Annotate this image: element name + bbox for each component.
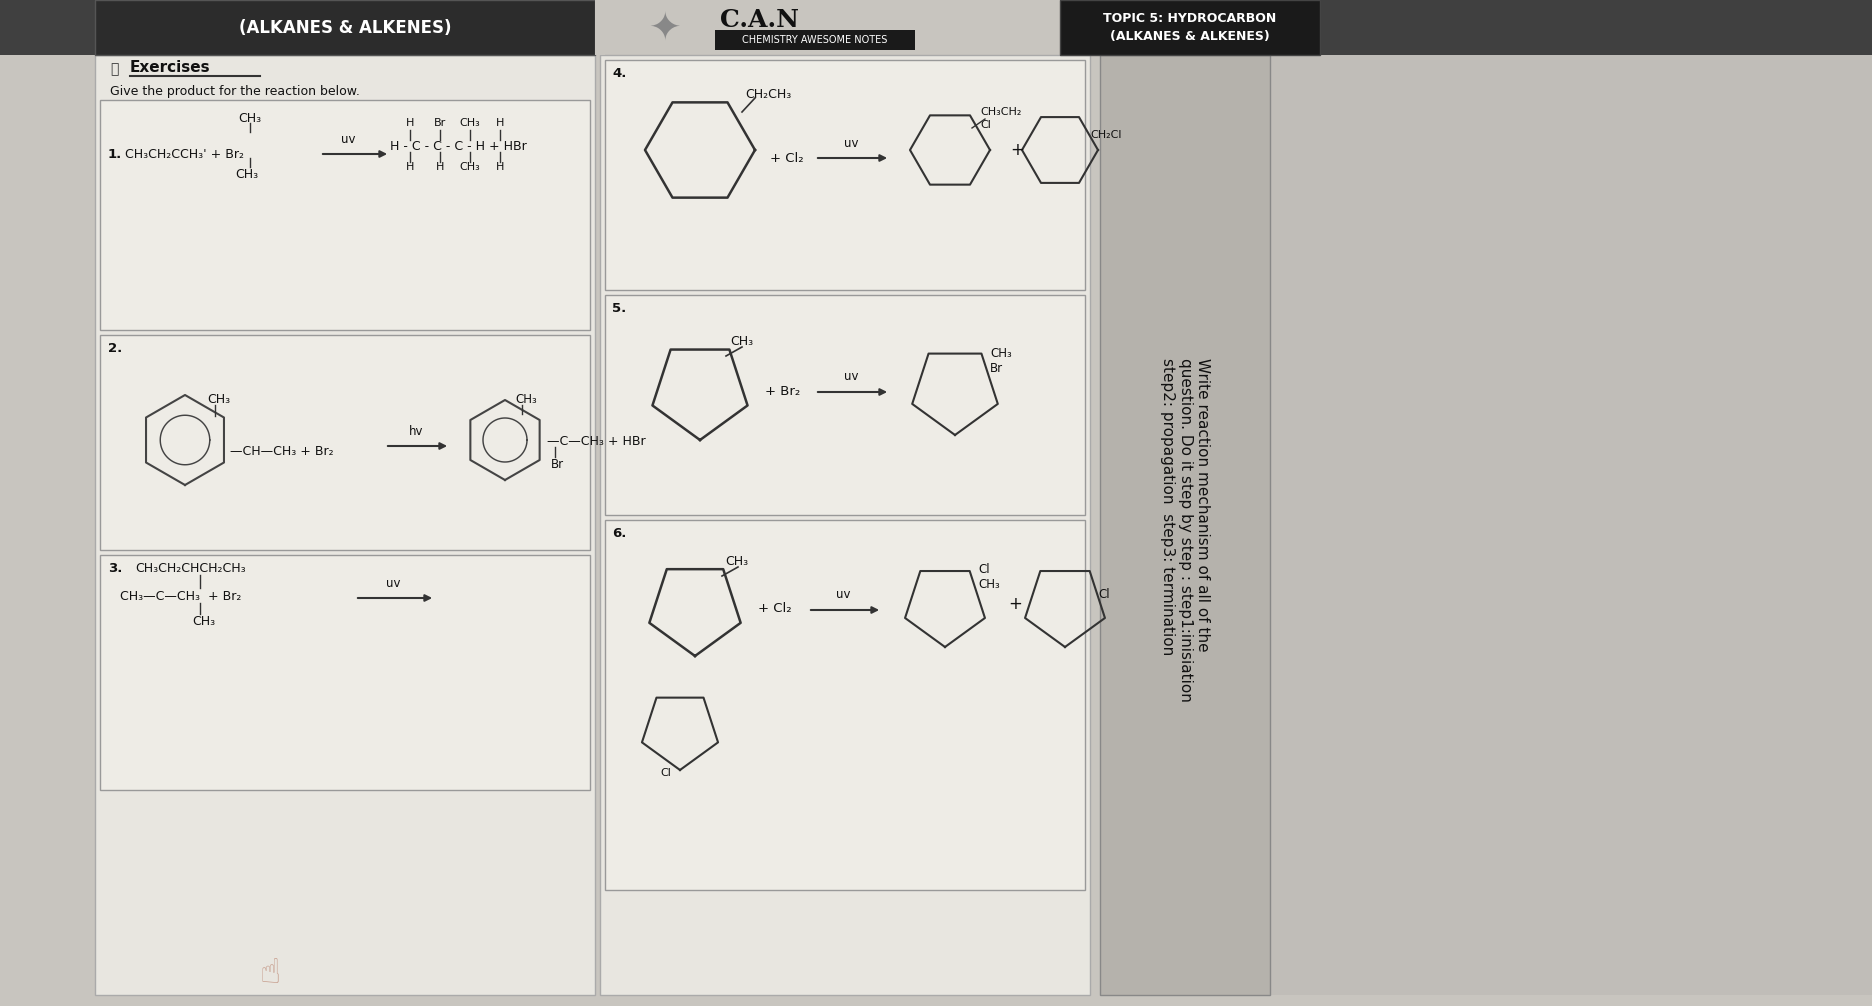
Text: uv: uv bbox=[844, 370, 857, 383]
Bar bbox=[99, 335, 590, 550]
Text: 3.: 3. bbox=[109, 562, 122, 575]
Text: H: H bbox=[496, 118, 504, 128]
Bar bbox=[1269, 55, 1872, 995]
Text: +: + bbox=[1007, 595, 1022, 613]
Text: Give the product for the reaction below.: Give the product for the reaction below. bbox=[110, 85, 359, 98]
Text: + Cl₂: + Cl₂ bbox=[769, 152, 803, 165]
Text: CH₃—C—CH₃  + Br₂: CH₃—C—CH₃ + Br₂ bbox=[120, 590, 241, 603]
Text: Br: Br bbox=[990, 362, 1003, 375]
Text: uv: uv bbox=[386, 577, 401, 590]
Bar bbox=[99, 555, 590, 790]
Text: Write reaction mechanism of all of the
question. Do it step by step : step1:inis: Write reaction mechanism of all of the q… bbox=[1161, 358, 1209, 702]
Text: H: H bbox=[406, 118, 414, 128]
Text: CH₃: CH₃ bbox=[208, 393, 230, 406]
Text: H: H bbox=[406, 162, 414, 172]
Text: uv: uv bbox=[341, 133, 356, 146]
Text: CH₃: CH₃ bbox=[724, 555, 749, 568]
Text: TOPIC 5: HYDROCARBON: TOPIC 5: HYDROCARBON bbox=[1103, 12, 1277, 25]
Bar bbox=[605, 295, 1086, 515]
Text: CH₃: CH₃ bbox=[238, 112, 262, 125]
Bar bbox=[1320, 0, 1872, 55]
Text: CH₃: CH₃ bbox=[193, 615, 215, 628]
Text: CH₂Cl: CH₂Cl bbox=[1090, 130, 1121, 140]
Bar bbox=[95, 55, 595, 995]
Text: CH₃: CH₃ bbox=[515, 393, 537, 406]
Text: H: H bbox=[496, 162, 504, 172]
Bar bbox=[605, 0, 1056, 55]
Text: (ALKANES & ALKENES): (ALKANES & ALKENES) bbox=[1110, 30, 1269, 43]
Text: Br: Br bbox=[434, 118, 446, 128]
Text: C.A.N: C.A.N bbox=[721, 8, 799, 32]
Bar bbox=[0, 0, 95, 55]
Text: Cl: Cl bbox=[981, 120, 990, 130]
Text: 5.: 5. bbox=[612, 302, 627, 315]
Text: —CH—CH₃ + Br₂: —CH—CH₃ + Br₂ bbox=[230, 445, 333, 458]
Text: (ALKANES & ALKENES): (ALKANES & ALKENES) bbox=[240, 19, 451, 37]
Text: 1.: 1. bbox=[109, 148, 122, 161]
Bar bbox=[595, 0, 605, 55]
Text: CH₃CH₂CCH₃' + Br₂: CH₃CH₂CCH₃' + Br₂ bbox=[125, 148, 243, 161]
Text: + Br₂: + Br₂ bbox=[766, 385, 799, 398]
Text: 4.: 4. bbox=[612, 67, 627, 80]
Text: CH₃: CH₃ bbox=[990, 347, 1011, 360]
Text: CHEMISTRY AWESOME NOTES: CHEMISTRY AWESOME NOTES bbox=[743, 35, 887, 45]
Text: —C—CH₃ + HBr: —C—CH₃ + HBr bbox=[547, 435, 646, 448]
Text: uv: uv bbox=[844, 137, 857, 150]
Text: CH₃: CH₃ bbox=[730, 335, 753, 348]
Text: CH₃: CH₃ bbox=[461, 118, 481, 128]
Bar bbox=[1060, 0, 1320, 55]
Bar bbox=[99, 100, 590, 330]
Text: 2.: 2. bbox=[109, 342, 122, 355]
Text: H: H bbox=[436, 162, 444, 172]
Text: CH₃: CH₃ bbox=[461, 162, 481, 172]
Bar bbox=[1101, 55, 1269, 995]
Text: +: + bbox=[1011, 141, 1024, 159]
Text: H - C - C - C - H + HBr: H - C - C - C - H + HBr bbox=[389, 140, 526, 153]
Text: 6.: 6. bbox=[612, 527, 627, 540]
Text: CH₃CH₂CHCH₂CH₃: CH₃CH₂CHCH₂CH₃ bbox=[135, 562, 245, 575]
Text: CH₃CH₂: CH₃CH₂ bbox=[981, 107, 1022, 117]
Bar bbox=[715, 30, 915, 50]
Text: ☝: ☝ bbox=[260, 956, 281, 990]
Bar bbox=[605, 520, 1086, 890]
Text: CH₃: CH₃ bbox=[977, 578, 1000, 591]
Bar bbox=[601, 55, 1090, 995]
Text: Br: Br bbox=[550, 458, 563, 471]
Bar bbox=[605, 60, 1086, 290]
Text: 🐾: 🐾 bbox=[110, 62, 118, 76]
Text: Exercises: Exercises bbox=[129, 60, 212, 75]
Text: Cl: Cl bbox=[1099, 588, 1110, 601]
Text: Cl: Cl bbox=[977, 563, 990, 576]
Text: ✦: ✦ bbox=[650, 10, 681, 48]
Text: CH₂CH₃: CH₂CH₃ bbox=[745, 88, 792, 101]
Text: uv: uv bbox=[835, 588, 850, 601]
Text: hv: hv bbox=[408, 425, 423, 438]
Text: + Cl₂: + Cl₂ bbox=[758, 602, 792, 615]
Bar bbox=[95, 0, 595, 55]
Text: CH₃: CH₃ bbox=[236, 168, 258, 181]
Text: Cl: Cl bbox=[661, 768, 670, 778]
